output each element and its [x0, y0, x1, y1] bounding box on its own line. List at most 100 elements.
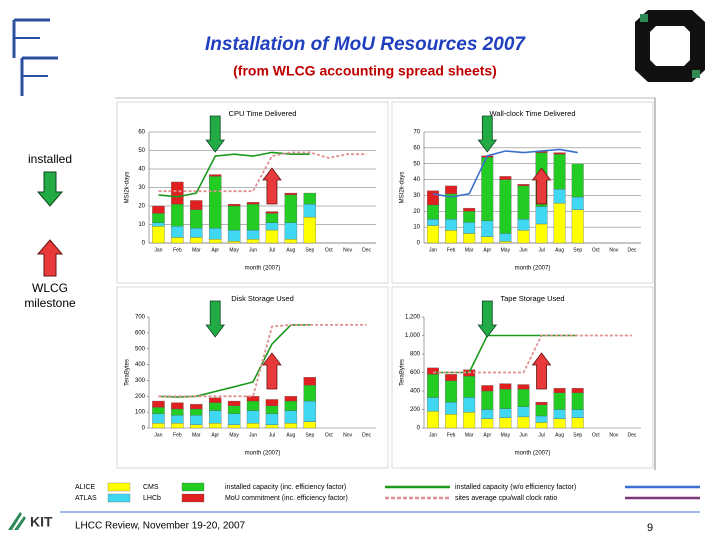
bar-segment	[463, 397, 476, 413]
bar-segment	[284, 396, 298, 402]
legend: ALICE CMS installed capacity (inc. efficie…	[75, 482, 700, 503]
bar-segment	[535, 404, 548, 417]
x-tick-label: Jan	[429, 247, 437, 253]
bar-segment	[171, 402, 184, 410]
bar-segment	[303, 421, 316, 429]
x-tick-label: May	[501, 247, 511, 253]
x-tick-label: Dec	[628, 247, 637, 253]
bar-segment	[463, 412, 476, 429]
charts: CPU Time Delivered MSI2k-days month (2007)…	[116, 101, 654, 469]
milestone-arrow	[531, 167, 552, 205]
installed-arrow	[205, 115, 226, 153]
y-axis-label: TeraBytes	[400, 359, 406, 386]
y-tick-label: 30	[413, 193, 420, 199]
bar-segment	[481, 220, 494, 237]
bar-segment	[499, 388, 512, 409]
x-tick-label: Aug	[555, 432, 564, 438]
x-tick-label: May	[501, 432, 511, 438]
bar-segment	[171, 181, 184, 205]
bar-segment	[152, 213, 165, 223]
y-tick-label: 0	[142, 426, 146, 432]
x-tick-label: Jan	[154, 432, 162, 438]
chart-title: Tape Storage Used	[500, 294, 564, 303]
bar-segment	[265, 213, 279, 223]
bar-segment	[303, 192, 316, 205]
top-right-logo	[635, 10, 705, 82]
bar-segment	[284, 194, 298, 223]
series-line	[433, 334, 632, 374]
y-tick-label: 200	[135, 394, 146, 400]
x-tick-label: May	[229, 432, 239, 438]
bar-segment	[227, 205, 241, 231]
bar-segment	[445, 380, 458, 403]
bar-segment	[246, 239, 260, 244]
x-tick-label: Mar	[465, 247, 474, 253]
installed-arrow	[477, 115, 498, 153]
bar-segment	[535, 401, 548, 406]
bar-segment	[265, 413, 279, 425]
bar-segment	[152, 413, 165, 424]
bar-segment	[481, 236, 494, 244]
installed-arrow	[477, 300, 498, 338]
bar-segment	[445, 401, 458, 415]
logo-text: KIT	[30, 514, 53, 530]
bar-segment	[517, 406, 530, 418]
bar-segment	[152, 407, 165, 414]
legend-label: installed capacity (w/o efficiency facto…	[455, 484, 576, 491]
y-tick-label: 300	[135, 378, 146, 384]
slide-title: Installation of MoU Resources 2007	[205, 34, 526, 55]
bar-segment	[499, 417, 512, 429]
bar-segment	[246, 229, 260, 240]
bar-segment	[517, 219, 530, 231]
bar-segment	[284, 423, 298, 429]
bar-segment	[517, 416, 530, 429]
x-tick-label: Feb	[447, 432, 456, 438]
milestone-note: milestone	[24, 296, 76, 310]
y-tick-label: 200	[410, 407, 421, 413]
bar-segment	[427, 411, 439, 429]
x-tick-label: Jul	[538, 247, 544, 253]
bar-segment	[553, 154, 566, 190]
bar-segment	[227, 203, 241, 207]
x-tick-label: Sep	[305, 432, 314, 438]
x-tick-label: Dec	[628, 432, 637, 438]
bar-segment	[553, 188, 566, 204]
x-tick-label: Oct	[592, 247, 600, 253]
bar-segment	[265, 222, 279, 231]
legend-label: ALICE	[75, 484, 96, 491]
bar-segment	[190, 404, 203, 410]
x-tick-label: Jan	[154, 247, 162, 253]
bar-segment	[517, 384, 530, 390]
x-tick-label: Nov	[609, 247, 618, 253]
installed-arrow	[36, 171, 64, 207]
y-axis-label: MSI2k-days	[125, 172, 131, 204]
x-tick-label: Oct	[325, 432, 333, 438]
bar-segment	[190, 424, 203, 429]
chart: Wall-clock Time Delivered MSI2k-days month…	[391, 101, 654, 284]
bar-segment	[535, 422, 548, 429]
bar-segment	[553, 388, 566, 394]
bar-segment	[246, 410, 260, 424]
bar-segment	[209, 228, 222, 240]
bar-segment	[227, 229, 241, 242]
bar-segment	[571, 392, 584, 410]
bar-segment	[517, 388, 530, 407]
bar-segment	[227, 424, 241, 429]
x-tick-label: Jul	[538, 432, 544, 438]
x-tick-label: Jun	[519, 247, 527, 253]
series-line	[158, 151, 367, 193]
x-tick-label: May	[229, 247, 239, 253]
x-axis-label: month (2007)	[515, 266, 551, 272]
kit-logo: KIT	[8, 512, 53, 530]
x-tick-label: Oct	[325, 247, 333, 253]
x-tick-label: Apr	[211, 432, 219, 438]
bar-segment	[499, 241, 512, 244]
bar-segment	[535, 415, 548, 423]
x-tick-label: Apr	[483, 432, 491, 438]
x-axis-label: month (2007)	[245, 451, 281, 457]
bar-segment	[427, 190, 439, 206]
bar-segment	[209, 174, 222, 177]
y-tick-label: 10	[138, 222, 145, 228]
bar-segment	[481, 418, 494, 429]
bar-segment	[246, 203, 260, 231]
